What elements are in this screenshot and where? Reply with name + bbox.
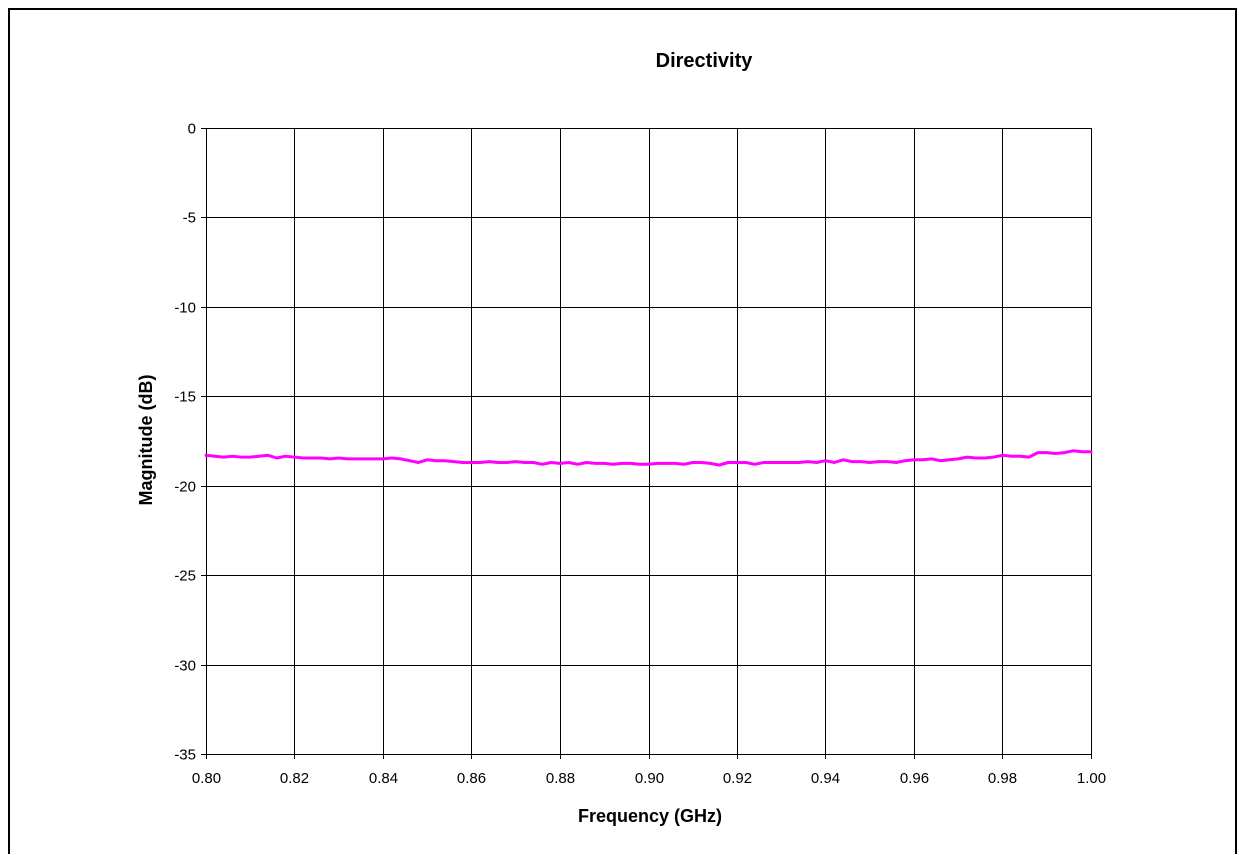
y-tick-label: -5 bbox=[183, 210, 196, 227]
grid bbox=[201, 128, 1092, 759]
x-tick-label: 0.84 bbox=[369, 770, 398, 787]
x-tick-label: 0.98 bbox=[988, 770, 1017, 787]
chart-frame bbox=[8, 8, 1237, 854]
y-tick-label: -20 bbox=[174, 479, 196, 496]
y-axis-ticks: 0 -5 -10 -15 -20 -25 -30 -35 bbox=[174, 121, 196, 764]
x-tick-label: 1.00 bbox=[1077, 770, 1106, 787]
x-tick-label: 0.92 bbox=[723, 770, 752, 787]
x-tick-label: 0.88 bbox=[546, 770, 575, 787]
y-tick-label: -10 bbox=[174, 300, 196, 317]
y-tick-label: -15 bbox=[174, 389, 196, 406]
series-layer bbox=[204, 449, 1093, 467]
y-axis-label: Magnitude (dB) bbox=[136, 375, 156, 506]
y-tick-label: -35 bbox=[174, 747, 196, 764]
chart-title: Directivity bbox=[656, 50, 754, 72]
y-tick-label: -30 bbox=[174, 658, 196, 675]
y-tick-label: 0 bbox=[188, 121, 196, 138]
x-tick-label: 0.86 bbox=[457, 770, 486, 787]
x-axis-ticks: 0.80 0.82 0.84 0.86 0.88 0.90 0.92 0.94 0.96 0.98… bbox=[192, 770, 1106, 787]
plot-area-border bbox=[206, 128, 1092, 755]
x-tick-label: 0.80 bbox=[192, 770, 221, 787]
x-tick-label: 0.82 bbox=[280, 770, 309, 787]
series-line-0 bbox=[204, 449, 1093, 467]
x-axis-label: Frequency (GHz) bbox=[578, 806, 722, 826]
x-tick-label: 0.96 bbox=[900, 770, 929, 787]
x-tick-label: 0.94 bbox=[811, 770, 840, 787]
x-tick-label: 0.90 bbox=[635, 770, 664, 787]
y-tick-label: -25 bbox=[174, 568, 196, 585]
